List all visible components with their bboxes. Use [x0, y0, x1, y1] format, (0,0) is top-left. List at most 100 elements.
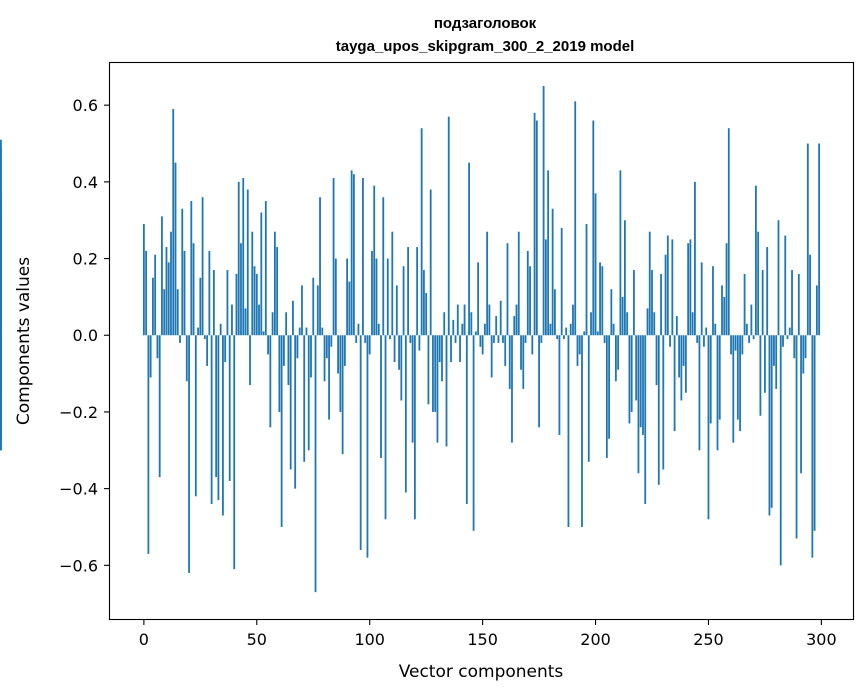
bar-12 [170, 231, 172, 336]
bar-60 [278, 335, 281, 412]
bar-252 [712, 266, 714, 336]
bar-210 [617, 335, 620, 370]
bar-34 [219, 323, 222, 336]
bar-187 [565, 327, 568, 336]
bar-undefined [0, 139, 2, 336]
bar-206 [608, 335, 610, 439]
bar-40 [233, 335, 236, 570]
bar-19 [185, 335, 188, 382]
bar-13 [172, 109, 175, 336]
bar-195 [583, 331, 586, 336]
bar-48 [251, 231, 254, 336]
bar-229 [660, 273, 662, 336]
bar-220 [639, 335, 642, 428]
bar-239 [682, 335, 685, 366]
bar-198 [590, 312, 592, 336]
bar-292 [802, 335, 805, 374]
bar-114 [400, 335, 403, 401]
bar-1 [145, 250, 148, 336]
bar-26 [201, 197, 204, 336]
bar-225 [651, 270, 653, 336]
bar-273 [759, 335, 762, 416]
bar-81 [325, 335, 328, 359]
bar-43 [240, 243, 242, 336]
bar-33 [217, 335, 220, 501]
bar-46 [246, 189, 249, 336]
bar-27 [203, 335, 206, 340]
bar-undefined [0, 335, 2, 451]
bar-143 [465, 335, 468, 504]
bar-268 [748, 335, 751, 343]
bar-94 [355, 335, 358, 343]
bar-32 [215, 335, 218, 478]
bar-77 [316, 285, 319, 336]
bar-95 [357, 323, 360, 336]
bar-90 [346, 258, 349, 336]
bar-281 [777, 220, 780, 336]
y-axis: −0.6 −0.4 −0.2 0.0 0.2 0.4 0.6 [59, 96, 110, 575]
bar-264 [739, 335, 741, 432]
bar-70 [301, 285, 303, 336]
bar-266 [743, 273, 746, 336]
bar-176 [540, 335, 543, 343]
bar-21 [190, 201, 193, 336]
bar-96 [359, 335, 362, 550]
bar-175 [538, 335, 540, 428]
bar-125 [425, 293, 428, 336]
bar-294 [806, 143, 809, 336]
bar-24 [197, 327, 199, 336]
bar-127 [429, 189, 432, 336]
bar-204 [603, 335, 606, 343]
bar-179 [547, 170, 550, 336]
bar-288 [793, 335, 796, 359]
bar-55 [267, 335, 269, 355]
bar-2 [147, 335, 150, 554]
bar-161 [506, 243, 509, 336]
bar-119 [411, 335, 414, 443]
bar-250 [707, 335, 710, 520]
bar-163 [511, 335, 513, 443]
plot-frame [108, 61, 855, 621]
y-tick-label: −0.2 [59, 403, 98, 422]
bar-14 [174, 162, 177, 336]
bar-92 [350, 170, 353, 336]
bar-80 [323, 335, 326, 382]
bar-222 [644, 335, 647, 504]
bar-29 [208, 250, 211, 336]
bar-78 [319, 197, 321, 336]
bar-169 [524, 335, 527, 343]
bar-68 [296, 335, 299, 359]
bar-255 [718, 335, 721, 420]
bar-111 [393, 335, 396, 363]
bar-287 [791, 270, 793, 336]
bar-298 [815, 285, 818, 336]
x-tick-label: 100 [354, 630, 385, 649]
bar-89 [343, 335, 346, 366]
bar-87 [339, 335, 342, 412]
bar-219 [637, 335, 640, 474]
bar-128 [432, 335, 434, 412]
bar-191 [574, 101, 577, 336]
bar-227 [655, 335, 658, 386]
bar-149 [479, 335, 482, 347]
bar-150 [481, 335, 484, 355]
bar-31 [212, 270, 215, 336]
bar-208 [612, 323, 615, 336]
bar-57 [271, 312, 274, 336]
bar-66 [292, 300, 294, 336]
bar-69 [298, 327, 301, 336]
bar-200 [594, 193, 597, 336]
bar-297 [813, 335, 816, 531]
bar-235 [673, 335, 676, 432]
bar-10 [165, 247, 168, 336]
bar-73 [307, 335, 310, 451]
bar-6 [156, 335, 159, 359]
bar-0 [142, 224, 145, 336]
bar-133 [443, 312, 446, 336]
bar-289 [795, 335, 798, 539]
bar-167 [520, 335, 522, 370]
bar-56 [269, 335, 272, 428]
bar-54 [264, 201, 267, 336]
bar-103 [375, 258, 378, 336]
bar-166 [517, 231, 520, 336]
